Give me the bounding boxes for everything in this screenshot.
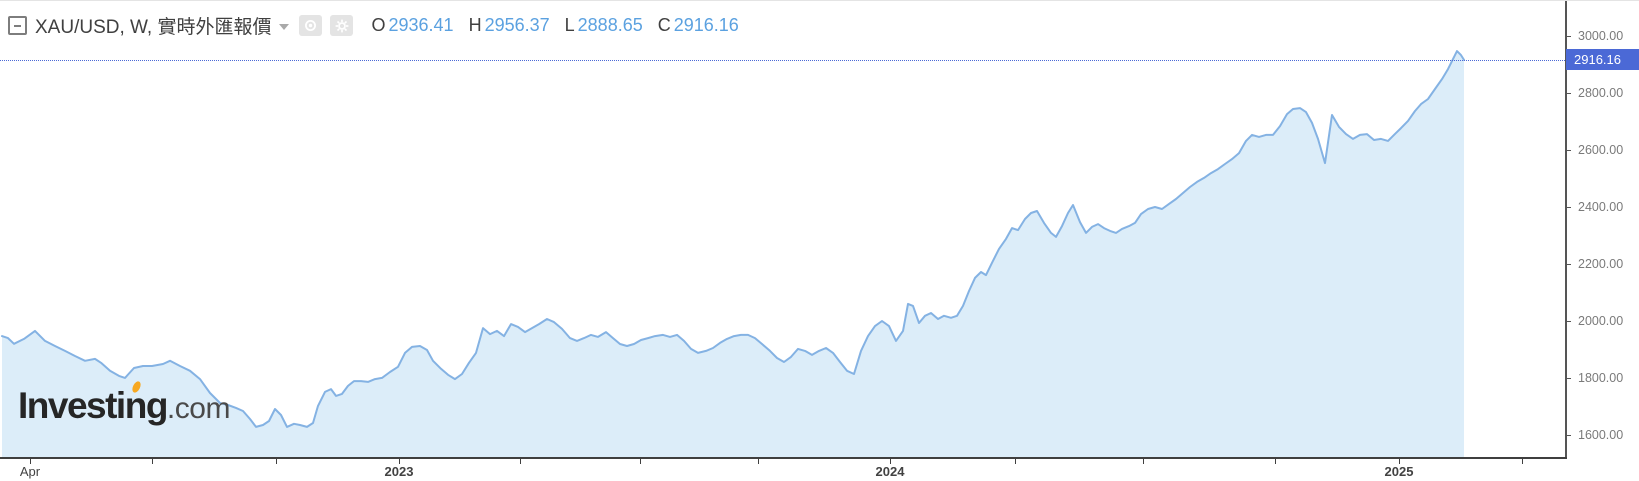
time-tick	[30, 459, 31, 464]
ohlc-open: O 2936.41	[371, 15, 453, 36]
time-tick	[890, 459, 891, 464]
price-line	[1, 50, 1465, 428]
area-fill	[2, 51, 1464, 458]
time-tick	[399, 459, 400, 464]
visibility-icon	[305, 20, 317, 31]
ohlc-low: L 2888.65	[565, 15, 643, 36]
high-label: H	[468, 15, 482, 35]
open-label: O	[371, 15, 386, 35]
time-tick	[1015, 459, 1016, 464]
low-label: L	[564, 15, 575, 35]
price-tick-label: 1800.00	[1578, 371, 1624, 385]
price-axis[interactable]: 2916.16 3000.00 2800.00 2600.00 2400.00 2200…	[1565, 1, 1639, 458]
chart-legend: XAU/USD, W, 實時外匯報價 O 2936.41 H 2956.37	[8, 12, 739, 39]
price-tick-label: 2200.00	[1578, 257, 1624, 271]
settings-icon-button[interactable]	[330, 15, 354, 36]
time-tick-label: 2023	[384, 464, 414, 479]
price-axis-line	[1565, 1, 1567, 459]
time-tick	[152, 459, 153, 464]
time-tick	[1522, 459, 1523, 464]
time-tick	[1143, 459, 1144, 464]
time-axis[interactable]: Apr 2023 2024 2025	[0, 459, 1565, 481]
price-tick	[1565, 93, 1571, 94]
price-tick-label: 2600.00	[1578, 143, 1624, 157]
low-value: 2888.65	[577, 15, 643, 35]
open-value: 2936.41	[388, 15, 454, 35]
price-area-chart[interactable]	[0, 1, 1565, 458]
chevron-down-icon[interactable]	[279, 23, 290, 30]
time-tick	[520, 459, 521, 464]
price-tick	[1565, 321, 1571, 322]
price-tick	[1565, 150, 1571, 151]
time-tick	[1275, 459, 1276, 464]
legend-collapse-icon[interactable]	[8, 16, 27, 35]
last-price-dotted-line	[0, 60, 1565, 61]
logo-com-suffix: .com	[166, 392, 231, 425]
time-tick	[1399, 459, 1400, 464]
time-tick-label: 2025	[1384, 464, 1414, 479]
gear-icon	[335, 19, 349, 32]
price-tick	[1565, 207, 1571, 208]
time-tick-label: Apr	[19, 464, 41, 479]
time-tick	[640, 459, 641, 464]
time-axis-line	[0, 457, 1567, 459]
price-tick-label: 2400.00	[1578, 200, 1624, 214]
investing-logo-text: Investing	[18, 385, 168, 426]
visibility-icon-button[interactable]	[299, 15, 323, 36]
price-tick-label: 3000.00	[1578, 29, 1624, 43]
price-tick	[1565, 264, 1571, 265]
symbol-title[interactable]: XAU/USD, W, 實時外匯報價	[35, 17, 272, 38]
high-value: 2956.37	[484, 15, 550, 35]
time-tick	[758, 459, 759, 464]
investing-watermark: Investing .com	[18, 380, 231, 427]
last-price-label: 2916.16	[1566, 49, 1639, 70]
close-value: 2916.16	[673, 15, 739, 35]
price-tick-label: 2800.00	[1578, 86, 1624, 100]
close-label: C	[657, 15, 671, 35]
ohlc-readout: O 2936.41 H 2956.37 L 2888.65 C 2916.16	[371, 15, 738, 36]
price-tick	[1565, 378, 1571, 379]
minus-glyph	[14, 24, 21, 27]
time-tick-label: 2024	[875, 464, 905, 479]
price-tick	[1565, 36, 1571, 37]
last-price-value: 2916.16	[1574, 52, 1621, 67]
price-tick	[1565, 435, 1571, 436]
price-tick-label: 2000.00	[1578, 314, 1624, 328]
ohlc-high: H 2956.37	[469, 15, 550, 36]
ohlc-close: C 2916.16	[658, 15, 739, 36]
price-tick-label: 1600.00	[1578, 428, 1624, 442]
time-tick	[276, 459, 277, 464]
